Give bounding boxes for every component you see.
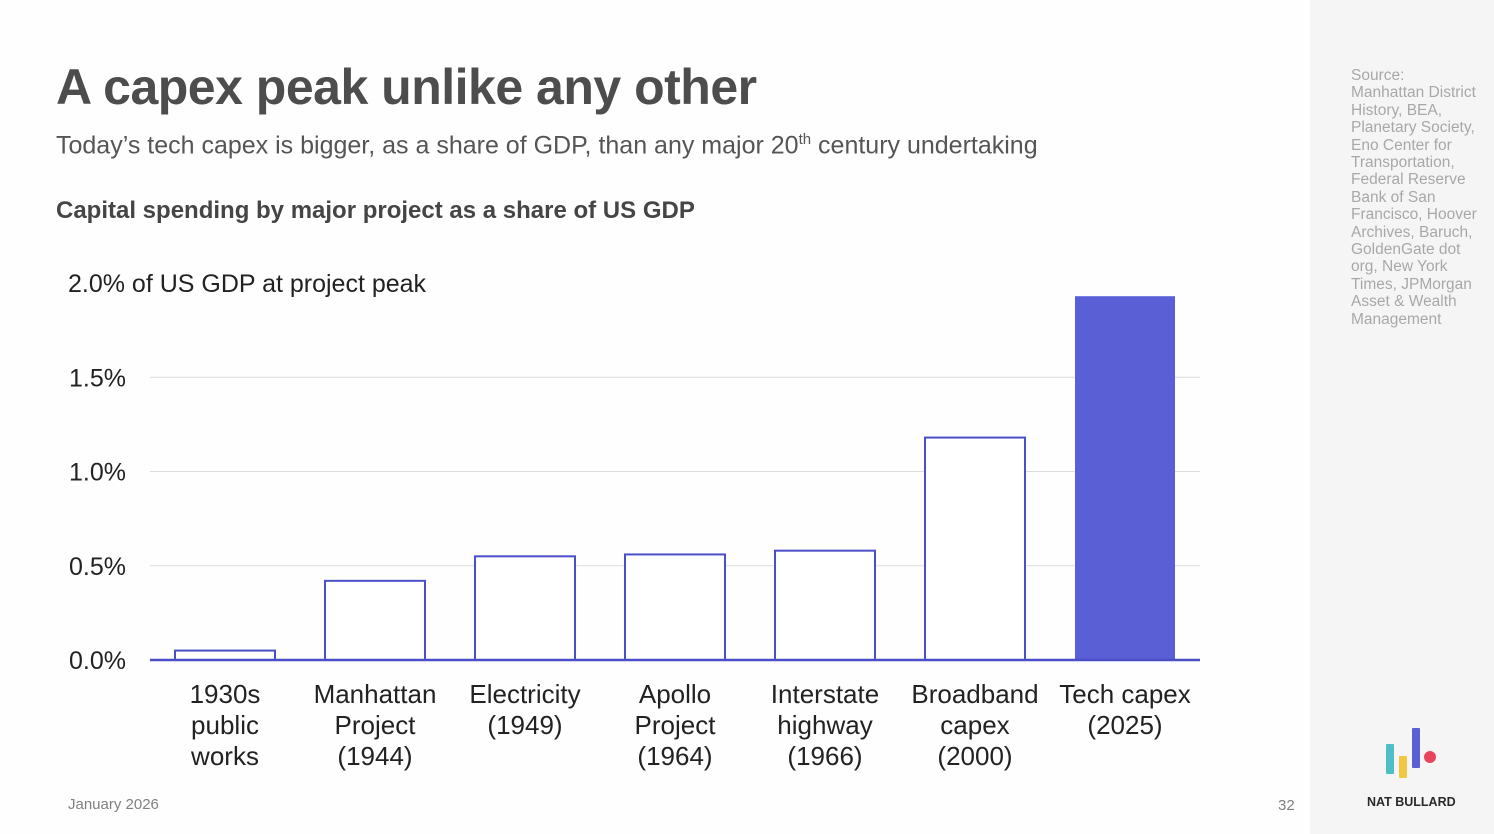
nat-bullard-logo-icon [1386, 728, 1436, 778]
bar [474, 555, 576, 662]
y-tick-label: 0.0% [69, 647, 126, 675]
x-tick-label-line: capex [940, 710, 1009, 740]
brand-name: NAT BULLARD [1367, 795, 1456, 809]
y-axis-title-label: 2.0% of US GDP at project peak [68, 270, 427, 298]
bar [174, 649, 276, 662]
bar [774, 549, 876, 662]
x-tick-label-line: Broadband [911, 679, 1038, 709]
subtitle-text-end: century undertaking [811, 131, 1038, 160]
bar [924, 436, 1026, 661]
chart-heading: Capital spending by major project as a s… [56, 197, 695, 224]
bar [1075, 296, 1175, 660]
x-tick-label-line: Tech capex [1059, 679, 1191, 709]
x-tick-label-line: public [191, 710, 259, 740]
x-tick-label-line: works [190, 741, 259, 771]
x-tick-label-line: Apollo [639, 679, 711, 709]
x-tick-label-line: Project [335, 710, 417, 740]
x-tick-label-line: (2025) [1087, 710, 1162, 740]
y-tick-label: 1.5% [69, 364, 126, 392]
x-tick-label-line: (1944) [337, 741, 412, 771]
source-note: Source: Manhattan District History, BEA,… [1351, 67, 1477, 328]
logo-red-dot [1424, 751, 1436, 763]
sidebar [1310, 0, 1494, 834]
x-tick-label-line: (1949) [487, 710, 562, 740]
subtitle-superscript: th [798, 131, 812, 148]
slide-subtitle: Today’s tech capex is bigger, as a share… [56, 131, 1038, 160]
x-tick-label: Electricity (1949) [469, 679, 580, 740]
page-number: 32 [1278, 797, 1295, 814]
logo-purple-bar [1412, 728, 1420, 768]
x-tick-label: Apollo Project (1964) [635, 679, 717, 771]
x-tick-label-line: (2000) [937, 741, 1012, 771]
x-tick-label: 1930s public works [190, 679, 261, 771]
x-tick-label-line: Electricity [469, 679, 580, 709]
slide-title: A capex peak unlike any other [56, 59, 757, 115]
footer-date: January 2026 [68, 796, 159, 813]
x-tick-label-line: (1966) [787, 741, 862, 771]
slide-main: A capex peak unlike any other Today’s te… [56, 59, 1295, 814]
x-tick-label: Tech capex (2025) [1059, 679, 1191, 740]
logo-teal-bar [1386, 744, 1394, 774]
logo-yellow-bar [1399, 756, 1407, 778]
y-tick-label: 1.0% [69, 459, 126, 487]
subtitle-text: Today’s tech capex is bigger, as a share… [56, 131, 799, 160]
x-tick-label: Manhattan Project (1944) [314, 679, 437, 771]
x-tick-label-line: (1964) [637, 741, 712, 771]
x-tick-label: Interstate highway (1966) [771, 679, 879, 771]
x-tick-label-line: Interstate [771, 679, 879, 709]
x-tick-label-line: Manhattan [314, 679, 437, 709]
x-tick-label-line: 1930s [190, 679, 261, 709]
bar [324, 579, 426, 661]
x-tick-label: Broadband capex (2000) [911, 679, 1038, 771]
bar-chart: 0.0% 0.5% 1.0% 1.5% 2.0% of US GDP at projec… [68, 270, 1200, 771]
y-tick-label: 0.5% [69, 553, 126, 581]
bar [624, 553, 726, 661]
x-tick-label-line: highway [777, 710, 872, 740]
x-tick-label-line: Project [635, 710, 717, 740]
